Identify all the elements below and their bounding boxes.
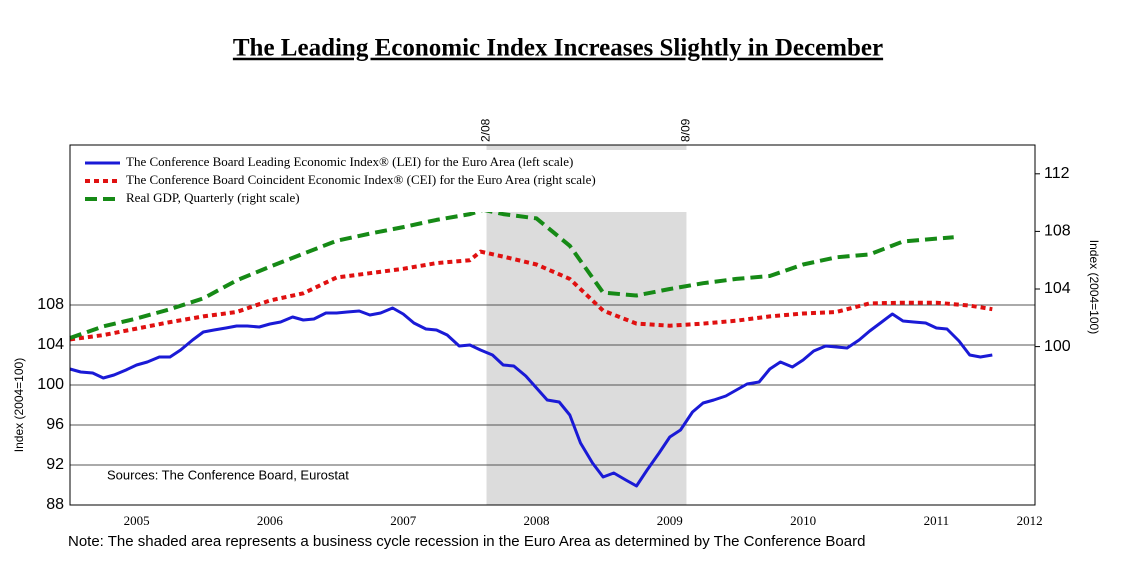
- y-tick-label: 92: [46, 456, 64, 473]
- source: Sources: The Conference Board, Eurostat: [107, 467, 349, 482]
- y-tick-label: 88: [46, 496, 64, 513]
- x-tick-label: 2010: [790, 513, 816, 528]
- y-tick-label: 104: [37, 336, 64, 353]
- recession-label: 2/08: [479, 118, 493, 142]
- series-line: [69, 249, 993, 342]
- y2-tick-label: 112: [1044, 165, 1070, 182]
- x-tick-label: 2007: [390, 513, 417, 528]
- x-tick-label: 2011: [924, 513, 950, 528]
- series-line: [69, 306, 993, 488]
- x-tick-label: 2006: [257, 513, 284, 528]
- chart-title: The Leading Economic Index Increases Sli…: [233, 35, 883, 62]
- legend-label: The Conference Board Leading Economic In…: [126, 154, 573, 169]
- legend-box: [78, 150, 768, 212]
- y-axis-label: Index (2004=100): [12, 358, 26, 452]
- y2-axis-label: Index (2004=100): [1087, 240, 1101, 334]
- note: Note: The shaded area represents a busin…: [68, 533, 865, 550]
- x-tick-label: 2005: [124, 513, 150, 528]
- series-line: [69, 207, 954, 340]
- plot-frame: [69, 144, 1036, 506]
- y2-tick-label: 108: [1044, 223, 1071, 240]
- recession-label: 8/09: [679, 118, 693, 142]
- y2-tick-label: 100: [1044, 338, 1071, 355]
- y-tick-label: 100: [37, 376, 64, 393]
- legend-label: The Conference Board Coincident Economic…: [126, 172, 596, 187]
- y2-tick-label: 104: [1044, 280, 1071, 297]
- x-tick-label: 2008: [524, 513, 550, 528]
- y-tick-label: 108: [37, 296, 64, 313]
- x-tick-label: 2009: [657, 513, 683, 528]
- x-tick-label: 2012: [1017, 513, 1043, 528]
- legend-label: Real GDP, Quarterly (right scale): [126, 190, 300, 205]
- y-tick-label: 96: [46, 416, 64, 433]
